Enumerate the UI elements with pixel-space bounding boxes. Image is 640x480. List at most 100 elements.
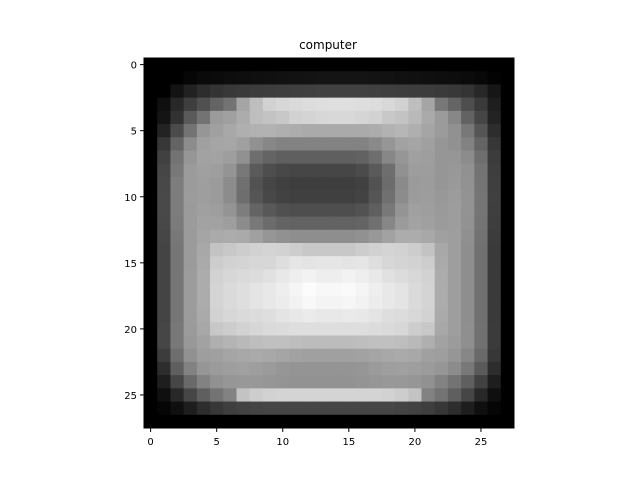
heatmap-cell-r24-c2 [170,375,185,389]
heatmap-cell-r10-c15 [342,190,356,204]
heatmap-cell-r17-c19 [395,282,409,297]
heatmap-cell-r15-c4 [196,256,211,270]
heatmap-cell-r10-c0 [144,190,158,204]
heatmap-cell-r12-c20 [408,216,422,231]
heatmap-cell-r2-c14 [329,84,343,99]
heatmap-cell-r10-c12 [302,190,317,204]
heatmap-cell-r13-c15 [342,229,356,244]
y-tick-label: 10 [124,193,137,204]
heatmap-cell-r16-c21 [421,269,436,284]
heatmap-cell-r7-c19 [395,150,409,165]
heatmap-cell-r17-c3 [183,282,198,297]
heatmap-cell-r2-c6 [223,84,237,99]
heatmap-cell-r16-c0 [144,269,158,284]
heatmap-cell-r11-c24 [461,203,475,218]
heatmap-cell-r26-c0 [144,401,158,416]
heatmap-cell-r12-c21 [421,216,436,231]
heatmap-cell-r26-c27 [500,401,515,416]
heatmap-cell-r27-c12 [302,414,317,429]
heatmap-cell-r12-c13 [315,216,330,231]
heatmap-cell-r4-c20 [408,110,422,125]
heatmap-cell-r21-c18 [381,335,396,350]
heatmap-cell-r10-c6 [223,190,237,204]
heatmap-cell-r17-c1 [157,282,171,297]
heatmap-cell-r1-c7 [236,71,251,85]
heatmap-cell-r0-c9 [262,58,277,72]
heatmap-cell-r8-c25 [474,163,489,178]
heatmap-cell-r5-c9 [262,124,277,138]
heatmap-cell-r10-c9 [262,190,277,204]
heatmap-cell-r13-c4 [196,229,211,244]
heatmap-cell-r18-c14 [329,295,343,310]
heatmap-cell-r19-c27 [500,309,515,323]
heatmap-cell-r11-c27 [500,203,515,218]
heatmap-cell-r3-c19 [395,97,409,112]
heatmap-cell-r14-c1 [157,243,171,257]
heatmap-cell-r10-c24 [461,190,475,204]
heatmap-cell-r25-c10 [276,388,290,403]
heatmap-cell-r2-c20 [408,84,422,99]
heatmap-cell-r9-c4 [196,176,211,191]
heatmap-cell-r6-c3 [183,137,198,151]
heatmap-cell-r23-c20 [408,361,422,376]
heatmap-cell-r25-c8 [249,388,264,403]
heatmap-cell-r13-c27 [500,229,515,244]
heatmap-cell-r23-c15 [342,361,356,376]
heatmap-cell-r25-c22 [434,388,449,403]
heatmap-cell-r8-c23 [447,163,462,178]
heatmap-cell-r24-c19 [395,375,409,389]
heatmap-cell-r19-c5 [210,309,224,323]
heatmap-cell-r2-c13 [315,84,330,99]
heatmap-cell-r7-c25 [474,150,489,165]
heatmap-cell-r14-c12 [302,243,317,257]
heatmap-cell-r15-c21 [421,256,436,270]
heatmap-cell-r27-c11 [289,414,304,429]
heatmap-cell-r17-c0 [144,282,158,297]
heatmap-cell-r5-c25 [474,124,489,138]
heatmap-cell-r20-c8 [249,322,264,336]
heatmap-cell-r15-c13 [315,256,330,270]
heatmap-cell-r12-c17 [368,216,383,231]
heatmap-cell-r4-c3 [183,110,198,125]
heatmap-cell-r27-c7 [236,414,251,429]
heatmap-cell-r12-c1 [157,216,171,231]
heatmap-cell-r11-c23 [447,203,462,218]
heatmap-cell-r12-c14 [329,216,343,231]
heatmap-cell-r27-c15 [342,414,356,429]
heatmap-cell-r20-c2 [170,322,185,336]
heatmap-cell-r2-c18 [381,84,396,99]
heatmap-cell-r9-c20 [408,176,422,191]
heatmap-cell-r22-c11 [289,348,304,363]
heatmap-cell-r17-c21 [421,282,436,297]
heatmap-cell-r5-c7 [236,124,251,138]
heatmap-cell-r18-c0 [144,295,158,310]
heatmap-cell-r16-c3 [183,269,198,284]
heatmap-cell-r24-c4 [196,375,211,389]
heatmap-cell-r22-c21 [421,348,436,363]
heatmap-cell-r2-c0 [144,84,158,99]
heatmap-cell-r23-c12 [302,361,317,376]
heatmap-cell-r14-c2 [170,243,185,257]
heatmap-cell-r7-c7 [236,150,251,165]
heatmap-cell-r3-c27 [500,97,515,112]
heatmap-cell-r14-c7 [236,243,251,257]
heatmap-cell-r2-c15 [342,84,356,99]
heatmap-cell-r5-c18 [381,124,396,138]
heatmap-cell-r25-c17 [368,388,383,403]
heatmap-cell-r9-c2 [170,176,185,191]
heatmap-cell-r18-c20 [408,295,422,310]
heatmap-cell-r17-c5 [210,282,224,297]
heatmap-cell-r9-c10 [276,176,290,191]
heatmap-cell-r18-c26 [487,295,502,310]
heatmap-cell-r18-c11 [289,295,304,310]
heatmap-cell-r24-c1 [157,375,171,389]
heatmap-cell-r15-c23 [447,256,462,270]
heatmap-cell-r21-c9 [262,335,277,350]
heatmap-cell-r14-c13 [315,243,330,257]
heatmap-cell-r11-c21 [421,203,436,218]
heatmap-cell-r6-c22 [434,137,449,151]
heatmap-cell-r3-c10 [276,97,290,112]
heatmap-cell-r11-c0 [144,203,158,218]
heatmap-cell-r24-c14 [329,375,343,389]
